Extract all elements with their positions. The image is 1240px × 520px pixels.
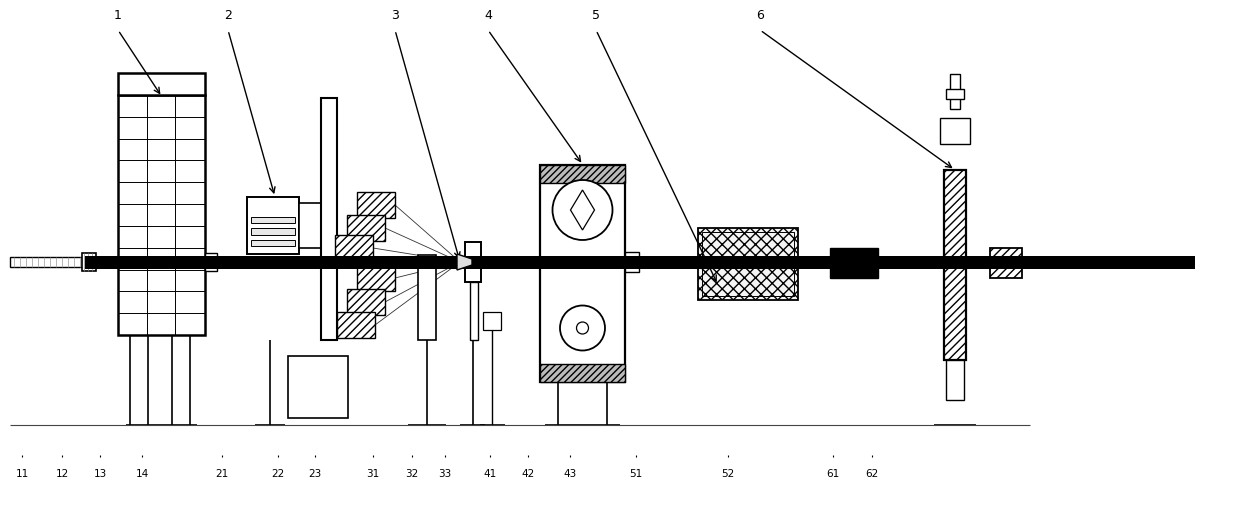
Bar [539, 165, 625, 183]
Text: 1: 1 [114, 9, 122, 22]
Polygon shape [458, 254, 472, 270]
Text: 11: 11 [15, 469, 29, 479]
Text: 22: 22 [272, 469, 285, 479]
Text: 23: 23 [309, 469, 321, 479]
Bar [118, 73, 205, 95]
Text: 62: 62 [866, 469, 879, 479]
Bar [625, 252, 639, 272]
Bar [118, 95, 205, 335]
Text: 14: 14 [135, 469, 149, 479]
Polygon shape [570, 190, 594, 230]
Text: 13: 13 [93, 469, 107, 479]
Text: 51: 51 [630, 469, 642, 479]
Bar [940, 118, 970, 144]
Bar [946, 89, 963, 99]
Bar [250, 228, 295, 235]
Bar [205, 253, 217, 271]
Bar [250, 240, 295, 246]
Bar [82, 253, 95, 271]
Bar [946, 360, 963, 400]
Circle shape [577, 322, 589, 334]
Text: 41: 41 [484, 469, 497, 479]
Bar [944, 170, 966, 360]
Bar [247, 197, 299, 254]
Bar [698, 228, 799, 300]
Bar [337, 312, 374, 338]
Bar [357, 265, 396, 291]
Text: 4: 4 [484, 9, 492, 22]
Text: 6: 6 [756, 9, 764, 22]
Bar [539, 364, 625, 382]
Bar [990, 248, 1022, 278]
Bar [539, 165, 625, 382]
Text: 33: 33 [439, 469, 451, 479]
Bar [288, 356, 348, 418]
Text: 2: 2 [224, 9, 232, 22]
Text: 42: 42 [521, 469, 534, 479]
Bar [10, 257, 82, 267]
Bar [484, 312, 501, 330]
Text: 3: 3 [391, 9, 399, 22]
Bar [465, 242, 481, 282]
Bar [347, 215, 384, 241]
Bar [86, 255, 1195, 268]
Circle shape [553, 180, 613, 240]
Text: 21: 21 [216, 469, 228, 479]
Text: 31: 31 [366, 469, 379, 479]
Text: 5: 5 [591, 9, 600, 22]
Text: 32: 32 [405, 469, 419, 479]
Circle shape [575, 203, 589, 217]
Bar [335, 235, 373, 261]
Circle shape [560, 305, 605, 350]
Bar [250, 217, 295, 223]
Text: 43: 43 [563, 469, 577, 479]
Bar [702, 232, 794, 296]
Text: 61: 61 [826, 469, 839, 479]
Bar [321, 98, 337, 340]
Bar [830, 248, 878, 278]
Bar [347, 289, 384, 315]
Bar [418, 255, 436, 340]
Bar [950, 74, 960, 109]
Text: 12: 12 [56, 469, 68, 479]
Bar [357, 192, 396, 218]
Bar [470, 282, 477, 340]
Text: 52: 52 [722, 469, 734, 479]
Bar [299, 203, 321, 248]
